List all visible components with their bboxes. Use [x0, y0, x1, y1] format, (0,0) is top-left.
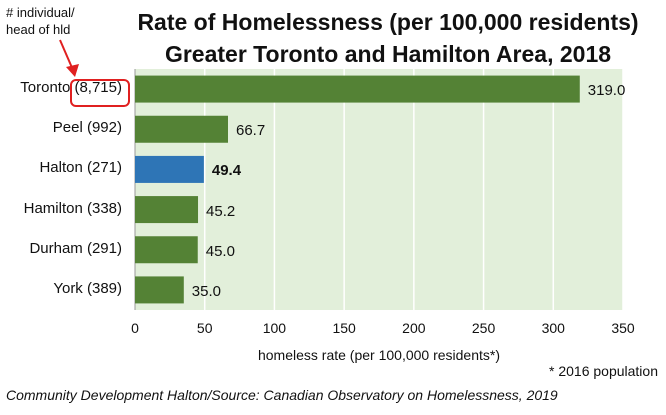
x-axis-label: homeless rate (per 100,000 residents*)	[257, 347, 501, 363]
bar	[135, 155, 204, 183]
x-tick-label: 50	[196, 320, 213, 336]
callout-annotation: # individual/ head of hld	[6, 4, 75, 38]
x-tick-label: 200	[402, 320, 426, 336]
chart-title: Rate of Homelessness (per 100,000 reside…	[110, 6, 666, 70]
bar	[135, 115, 228, 143]
x-tick-label: 250	[471, 320, 496, 336]
plot-area	[135, 69, 623, 310]
value-label: 45.0	[205, 242, 235, 260]
title-line-1: Rate of Homelessness (per 100,000 reside…	[137, 9, 639, 35]
x-tick-label: 150	[332, 320, 356, 336]
category-label: York (389)	[53, 279, 122, 297]
bar	[135, 196, 199, 224]
annotation-line-1: # individual/	[6, 5, 75, 20]
value-label: 319.0	[587, 82, 626, 100]
source-note: Community Development Halton/Source: Can…	[6, 387, 558, 403]
value-label: 66.7	[235, 122, 266, 140]
category-label: Durham (291)	[29, 239, 122, 257]
value-label: 49.4	[211, 162, 242, 180]
bar	[135, 276, 184, 304]
callout-arrow	[59, 39, 79, 77]
value-label: 35.0	[191, 282, 221, 300]
category-label: Hamilton (338)	[23, 199, 122, 217]
bar	[135, 236, 198, 264]
x-tick-label: 350	[611, 320, 635, 336]
footnote: * 2016 population	[549, 363, 658, 379]
title-line-2: Greater Toronto and Hamilton Area, 2018	[164, 41, 612, 67]
category-label: Toronto (8,715)	[20, 79, 122, 97]
category-label: Peel (992)	[52, 119, 122, 137]
callout-box	[70, 79, 130, 107]
x-tick-label: 100	[262, 320, 287, 336]
x-tick-label: 0	[131, 320, 139, 336]
value-label: 45.2	[206, 202, 236, 220]
x-tick-label: 300	[541, 320, 565, 336]
bar	[135, 75, 580, 103]
category-label: Halton (271)	[39, 159, 122, 177]
annotation-line-2: head of hld	[6, 22, 71, 37]
